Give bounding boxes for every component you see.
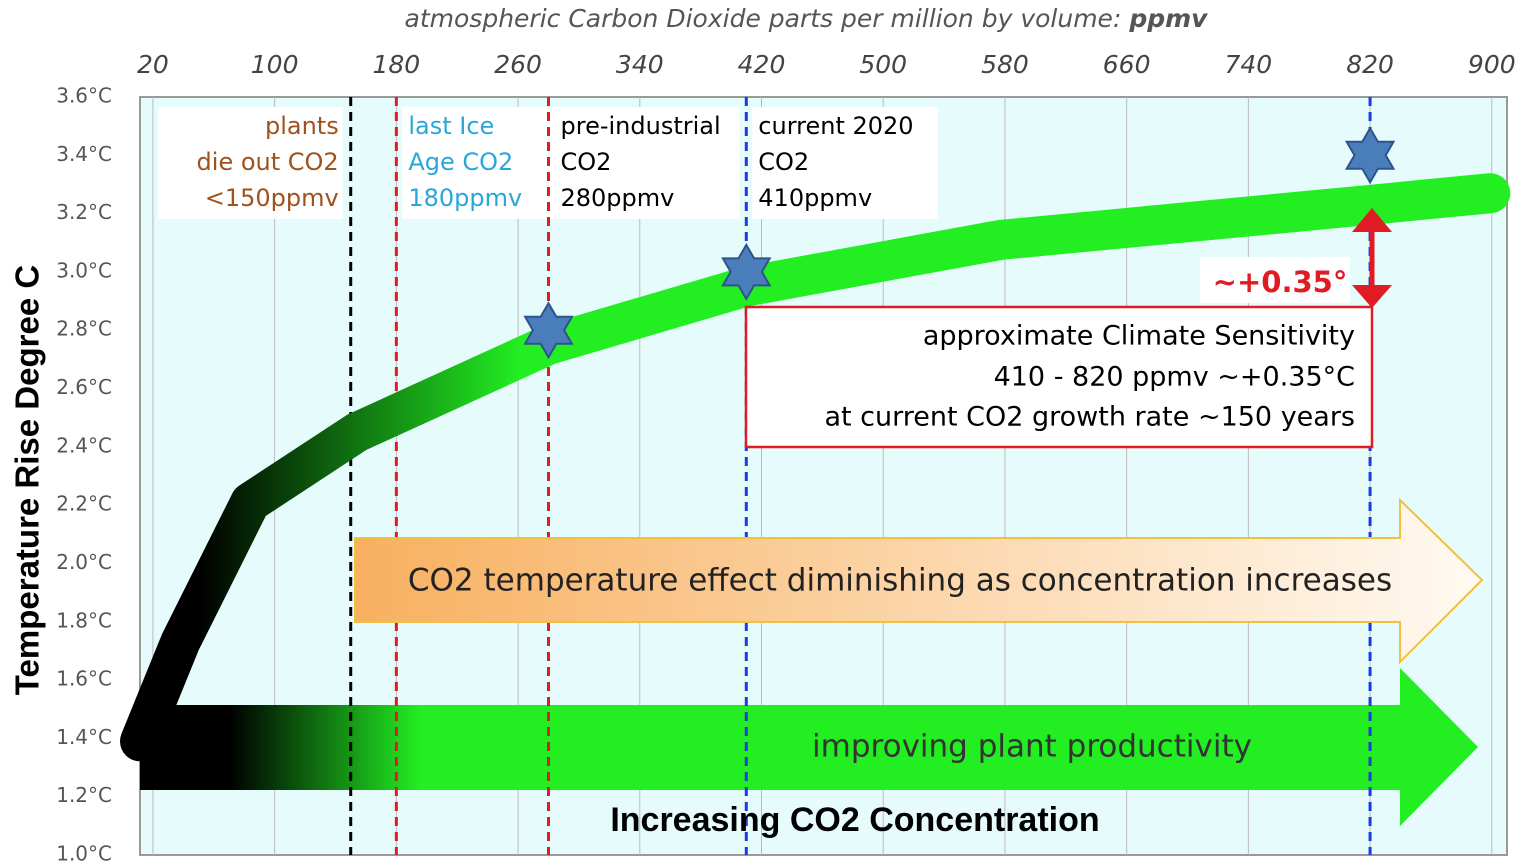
- reference-label: 180ppmv: [408, 184, 522, 212]
- star-marker: [523, 301, 574, 360]
- x-tick-label: 260: [494, 50, 542, 79]
- reference-label: CO2: [561, 148, 612, 176]
- label-bg: [554, 107, 740, 219]
- x-tick-label: 580: [981, 50, 1029, 79]
- x-axis-unit: ppmv: [1128, 4, 1208, 33]
- x-tick-label: 660: [1103, 50, 1151, 79]
- annotation-box: [744, 305, 1374, 449]
- arrow-text: improving plant productivity: [812, 729, 1252, 765]
- x-tick-label: 420: [738, 50, 786, 79]
- orange-arrow: [354, 497, 1484, 665]
- reference-label: die out CO2: [197, 148, 339, 176]
- reference-label: Age CO2: [408, 148, 513, 176]
- x-tick-label: 20: [137, 50, 169, 79]
- y-tick-label: 2.4°C: [56, 433, 112, 457]
- x-tick-label: 100: [251, 50, 299, 79]
- x-tick-label: 340: [616, 50, 664, 79]
- x-tick-label: 820: [1346, 50, 1394, 79]
- label-bg: [157, 107, 343, 219]
- y-tick-label: 1.2°C: [56, 783, 112, 807]
- x-axis-title-text: atmospheric Carbon Dioxide parts per mil…: [405, 4, 1122, 33]
- box-text: 410 - 820 ppmv ~+0.35°C: [994, 362, 1355, 393]
- reference-label: CO2: [758, 148, 809, 176]
- x-tick-label: 500: [859, 50, 907, 79]
- y-tick-label: 2.8°C: [56, 317, 112, 341]
- y-tick-label: 1.4°C: [56, 725, 112, 749]
- y-axis-title: Temperature Rise Degree C: [9, 265, 46, 695]
- star-marker: [1344, 126, 1396, 185]
- y-tick-label: 3.0°C: [56, 258, 112, 282]
- y-tick-label: 1.8°C: [56, 608, 112, 632]
- y-tick-label: 3.2°C: [56, 200, 112, 224]
- y-tick-label: 1.6°C: [56, 667, 112, 691]
- reference-label: current 2020: [758, 112, 913, 140]
- label-bg: [752, 107, 938, 219]
- y-tick-label: 2.6°C: [56, 375, 112, 399]
- reference-label: pre-industrial: [561, 112, 721, 140]
- delta-label: ~+0.35°: [1213, 265, 1348, 299]
- y-tick-label: 2.2°C: [56, 492, 112, 516]
- reference-label: last Ice: [408, 112, 494, 140]
- box-text: approximate Climate Sensitivity: [923, 321, 1355, 352]
- star-marker: [721, 242, 772, 301]
- y-tick-label: 2.0°C: [56, 550, 112, 574]
- reference-label: 280ppmv: [561, 184, 675, 212]
- x-tick-label: 900: [1468, 50, 1516, 79]
- x-axis-title: atmospheric Carbon Dioxide parts per mil…: [405, 4, 1209, 33]
- bottom-label: Increasing CO2 Concentration: [610, 801, 1099, 839]
- reference-label: <150ppmv: [205, 184, 339, 212]
- delta-arrow-heads: [1352, 208, 1392, 308]
- y-tick-label: 3.4°C: [56, 142, 112, 166]
- green-arrow: [140, 668, 1478, 826]
- delta-arrow: [1352, 208, 1392, 308]
- x-tick-label: 180: [373, 50, 421, 79]
- reference-label: plants: [265, 112, 339, 140]
- delta-bg: [1200, 257, 1350, 303]
- y-tick-label: 3.6°C: [56, 84, 112, 108]
- y-tick-label: 1.0°C: [56, 842, 112, 864]
- x-tick-label: 740: [1224, 50, 1272, 79]
- reference-label: 410ppmv: [758, 184, 872, 212]
- arrow-text: CO2 temperature effect diminishing as co…: [408, 563, 1392, 599]
- box-text: at current CO2 growth rate ~150 years: [824, 402, 1355, 433]
